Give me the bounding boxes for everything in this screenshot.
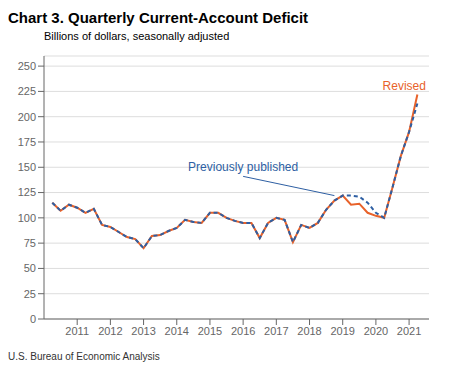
svg-text:2021: 2021 bbox=[397, 325, 421, 337]
svg-text:0: 0 bbox=[30, 313, 36, 325]
svg-text:2015: 2015 bbox=[198, 325, 222, 337]
svg-text:2013: 2013 bbox=[131, 325, 155, 337]
svg-text:50: 50 bbox=[24, 262, 36, 274]
svg-text:200: 200 bbox=[18, 111, 36, 123]
svg-text:2016: 2016 bbox=[231, 325, 255, 337]
svg-text:Previously published: Previously published bbox=[188, 160, 298, 174]
svg-text:2019: 2019 bbox=[330, 325, 354, 337]
svg-text:250: 250 bbox=[18, 60, 36, 72]
svg-text:2011: 2011 bbox=[65, 325, 89, 337]
svg-text:25: 25 bbox=[24, 288, 36, 300]
svg-text:2017: 2017 bbox=[264, 325, 288, 337]
html-text:U.S. Bureau of Economic Analys: U.S. Bureau of Economic Analysis bbox=[8, 351, 160, 362]
html-text:Billions of dollars, seasonall: Billions of dollars, seasonally adjusted bbox=[44, 30, 230, 42]
html-text:Chart 3. Quarterly Current-Acc: Chart 3. Quarterly Current-Account Defic… bbox=[8, 9, 309, 26]
svg-text:2014: 2014 bbox=[165, 325, 189, 337]
svg-text:2020: 2020 bbox=[364, 325, 388, 337]
svg-text:100: 100 bbox=[18, 212, 36, 224]
svg-text:150: 150 bbox=[18, 161, 36, 173]
svg-text:125: 125 bbox=[18, 186, 36, 198]
svg-text:75: 75 bbox=[24, 237, 36, 249]
svg-text:225: 225 bbox=[18, 85, 36, 97]
svg-text:Revised: Revised bbox=[383, 79, 426, 93]
svg-text:2012: 2012 bbox=[98, 325, 122, 337]
svg-text:2018: 2018 bbox=[297, 325, 321, 337]
svg-text:175: 175 bbox=[18, 136, 36, 148]
